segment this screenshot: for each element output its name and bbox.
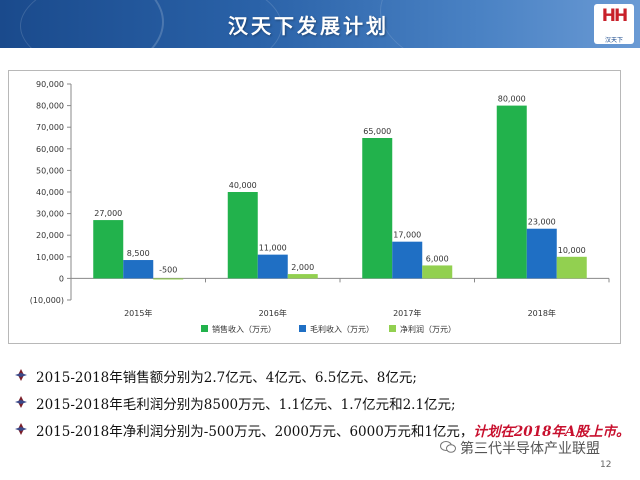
y-tick-label: 70,000: [36, 123, 64, 132]
logo-mark: HH: [601, 6, 628, 26]
x-tick-label: 2017年: [393, 308, 421, 318]
data-label: 2,000: [291, 263, 314, 272]
data-label: 11,000: [259, 244, 287, 253]
legend-label: 销售收入（万元）: [212, 324, 276, 334]
data-label: 40,000: [229, 181, 257, 190]
bullet-item: 2015-2018年销售额分别为2.7亿元、4亿元、6.5亿元、8亿元;: [14, 366, 634, 393]
logo-subtitle: 汉天下: [604, 37, 623, 44]
bar-chart: (10,000) 0 10,000 20,000 30,000 40,000 50,000 6…: [30, 80, 610, 334]
data-label: 80,000: [498, 95, 526, 104]
x-tick-label: 2015年: [124, 308, 152, 318]
y-tick-label: 40,000: [36, 188, 64, 197]
x-tick-label: 2016年: [259, 308, 287, 318]
y-tick-label: 60,000: [36, 145, 64, 154]
page-number: 12: [600, 460, 612, 470]
page-title: 汉天下发展计划: [228, 14, 389, 38]
header-bar: 汉天下发展计划 HH 汉天下: [0, 0, 640, 48]
legend-swatch: [389, 325, 396, 332]
data-label: 23,000: [528, 218, 556, 227]
bullet-list: 2015-2018年销售额分别为2.7亿元、4亿元、6.5亿元、8亿元; 201…: [14, 366, 634, 447]
bar-1: [496, 105, 527, 279]
bullet-item: 2015-2018年净利润分别为-500万元、2000万元、6000万元和1亿元…: [14, 420, 634, 447]
arrow-bullet-icon: [15, 423, 27, 435]
legend-label: 净利润（万元）: [400, 324, 456, 334]
data-label: 6,000: [426, 254, 449, 263]
company-logo: HH 汉天下: [594, 4, 634, 44]
legend-swatch: [299, 325, 306, 332]
data-label: 17,000: [393, 231, 421, 240]
bar-1: [227, 192, 258, 279]
x-tick-label: 2018年: [528, 308, 556, 318]
bullet-text: 2015-2018年毛利润分别为8500万元、1.1亿元、1.7亿元和2.1亿元…: [36, 397, 456, 413]
y-tick-label: 30,000: [36, 210, 64, 219]
bar-3: [422, 265, 453, 279]
data-label: 27,000: [94, 209, 122, 218]
footer-brand: 第三代半导体产业联盟: [460, 441, 600, 457]
y-tick-label: 50,000: [36, 166, 64, 175]
y-tick-label: 20,000: [36, 231, 64, 240]
y-tick-label: 10,000: [36, 253, 64, 262]
bullet-item: 2015-2018年毛利润分别为8500万元、1.1亿元、1.7亿元和2.1亿元…: [14, 393, 634, 420]
data-label: -500: [159, 265, 177, 274]
y-tick-label: 0: [59, 274, 64, 283]
bar-3: [153, 278, 184, 280]
wechat-icon: [440, 441, 456, 453]
arrow-bullet-icon: [15, 396, 27, 408]
bar-2: [257, 254, 288, 279]
bar-1: [93, 220, 124, 279]
chart-frame: (10,000) 0 10,000 20,000 30,000 40,000 50,000 6…: [8, 70, 621, 344]
bar-1: [362, 138, 393, 279]
bar-3: [287, 274, 318, 279]
data-label: 10,000: [558, 246, 586, 255]
arrow-bullet-icon: [15, 369, 27, 381]
legend-label: 毛利收入（万元）: [310, 324, 374, 334]
bar-2: [526, 228, 557, 279]
legend-swatch: [201, 325, 208, 332]
y-tick-label: (10,000): [30, 296, 64, 305]
bar-2: [392, 241, 423, 279]
bullet-text: 2015-2018年销售额分别为2.7亿元、4亿元、6.5亿元、8亿元;: [36, 370, 417, 386]
y-tick-label: 90,000: [36, 80, 64, 89]
bar-2: [123, 260, 154, 279]
header-decoration: [20, 0, 282, 48]
y-tick-label: 80,000: [36, 102, 64, 111]
data-label: 8,500: [127, 249, 150, 258]
highlight-text: 计划在2018年A股上市。: [473, 424, 630, 440]
data-label: 65,000: [363, 127, 391, 136]
bullet-text: 2015-2018年净利润分别为-500万元、2000万元、6000万元和1亿元…: [36, 424, 630, 440]
bar-3: [556, 256, 587, 279]
